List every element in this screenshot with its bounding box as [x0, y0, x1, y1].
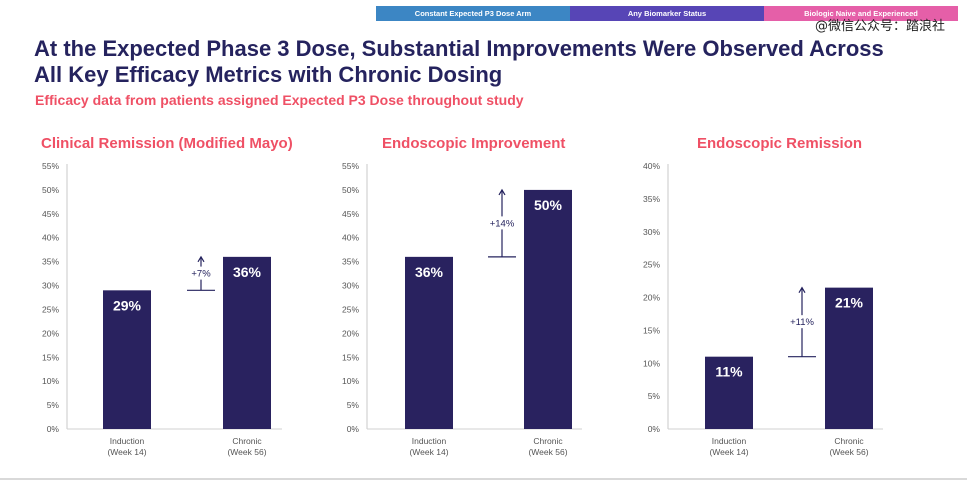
x-category-label: Chronic	[834, 436, 864, 446]
y-tick-label: 20%	[342, 328, 359, 338]
bar	[825, 287, 873, 429]
bar-value-label: 11%	[715, 364, 743, 380]
x-category-label: (Week 56)	[227, 447, 266, 457]
annotation-label: +14%	[490, 218, 515, 229]
annotation-arrowhead	[197, 255, 205, 263]
x-category-label: (Week 14)	[409, 447, 448, 457]
y-tick-label: 30%	[342, 281, 359, 291]
y-tick-label: 40%	[643, 161, 660, 171]
y-tick-label: 15%	[342, 352, 359, 362]
footer-divider	[0, 478, 967, 480]
tab-biomarker: Any Biomarker Status	[570, 6, 764, 21]
y-tick-label: 10%	[643, 358, 660, 368]
bar-value-label: 36%	[415, 264, 444, 280]
annotation-label: +7%	[191, 269, 211, 280]
bar	[524, 189, 572, 429]
y-tick-label: 25%	[643, 260, 660, 270]
y-tick-label: 25%	[42, 304, 59, 314]
page-title: At the Expected Phase 3 Dose, Substantia…	[34, 36, 884, 87]
x-category-label: Induction	[110, 436, 145, 446]
y-tick-label: 35%	[42, 257, 59, 267]
x-category-label: (Week 14)	[709, 447, 748, 457]
x-category-label: Induction	[412, 436, 447, 446]
y-tick-label: 20%	[42, 328, 59, 338]
tab-biologic: Biologic Naive and Experienced	[764, 6, 958, 21]
bar	[405, 256, 453, 429]
annotation-arrowhead	[798, 286, 806, 293]
bar	[223, 256, 271, 429]
annotation-label-bg	[787, 315, 817, 329]
annotation-label: +11%	[790, 317, 814, 328]
bar-value-label: 21%	[835, 295, 864, 311]
y-tick-label: 30%	[643, 227, 660, 237]
y-tick-label: 5%	[347, 400, 360, 410]
y-tick-label: 50%	[342, 185, 359, 195]
bar-value-label: 29%	[113, 297, 142, 313]
bar-value-label: 50%	[534, 197, 563, 213]
y-tick-label: 10%	[42, 376, 59, 386]
chart-clinical-remission: 0% 5% 10% 15% 20% 25% 30% 35% 40% 45% 50% 55% 29% Ind…	[42, 161, 282, 457]
chart-title-clinical-remission: Clinical Remission (Modified Mayo)	[41, 135, 293, 152]
y-tick-label: 15%	[643, 325, 660, 335]
x-category-label: Chronic	[232, 436, 262, 446]
y-tick-label: 45%	[42, 209, 59, 219]
bar	[705, 356, 753, 429]
chart-title-endoscopic-improvement: Endoscopic Improvement	[382, 135, 566, 152]
x-category-label: (Week 56)	[528, 447, 567, 457]
x-category-label: Induction	[712, 436, 747, 446]
tab-dose-arm: Constant Expected P3 Dose Arm	[376, 6, 570, 21]
y-tick-label: 55%	[342, 161, 359, 171]
y-tick-label: 5%	[648, 391, 661, 401]
y-tick-label: 15%	[42, 352, 59, 362]
y-tick-label: 40%	[42, 233, 59, 243]
y-tick-label: 10%	[342, 376, 359, 386]
chart-title-endoscopic-remission: Endoscopic Remission	[697, 135, 863, 152]
x-category-label: Chronic	[533, 436, 563, 446]
x-category-label: (Week 14)	[107, 447, 146, 457]
x-category-label: (Week 56)	[829, 447, 868, 457]
annotation-arrowhead	[498, 188, 506, 196]
header-tabs: Constant Expected P3 Dose Arm Any Biomar…	[376, 6, 958, 21]
annotation-label-bg	[186, 266, 216, 280]
y-tick-label: 30%	[42, 281, 59, 291]
y-tick-label: 0%	[347, 424, 360, 434]
bar-value-label: 36%	[233, 264, 262, 280]
y-tick-label: 5%	[47, 400, 60, 410]
chart-endoscopic-remission: 0%5%10%15%20%25%30%35%40%11%Induction(We…	[643, 161, 883, 457]
watermark: @微信公众号：踏浪社	[814, 19, 945, 34]
y-tick-label: 35%	[342, 257, 359, 267]
bar	[103, 290, 151, 429]
y-tick-label: 35%	[643, 194, 660, 204]
y-tick-label: 0%	[47, 424, 60, 434]
annotation-label-bg	[487, 216, 517, 230]
y-tick-label: 0%	[648, 424, 661, 434]
y-tick-label: 55%	[42, 161, 59, 171]
y-tick-label: 40%	[342, 233, 359, 243]
y-tick-label: 25%	[342, 304, 359, 314]
chart-endoscopic-improvement: 0% 5% 10% 15% 20% 25% 30% 35% 40% 45% 50% 55% 36% Ind…	[342, 161, 582, 457]
y-tick-label: 50%	[42, 185, 59, 195]
y-tick-label: 20%	[643, 293, 660, 303]
y-tick-label: 45%	[342, 209, 359, 219]
page-subtitle: Efficacy data from patients assigned Exp…	[35, 92, 524, 108]
